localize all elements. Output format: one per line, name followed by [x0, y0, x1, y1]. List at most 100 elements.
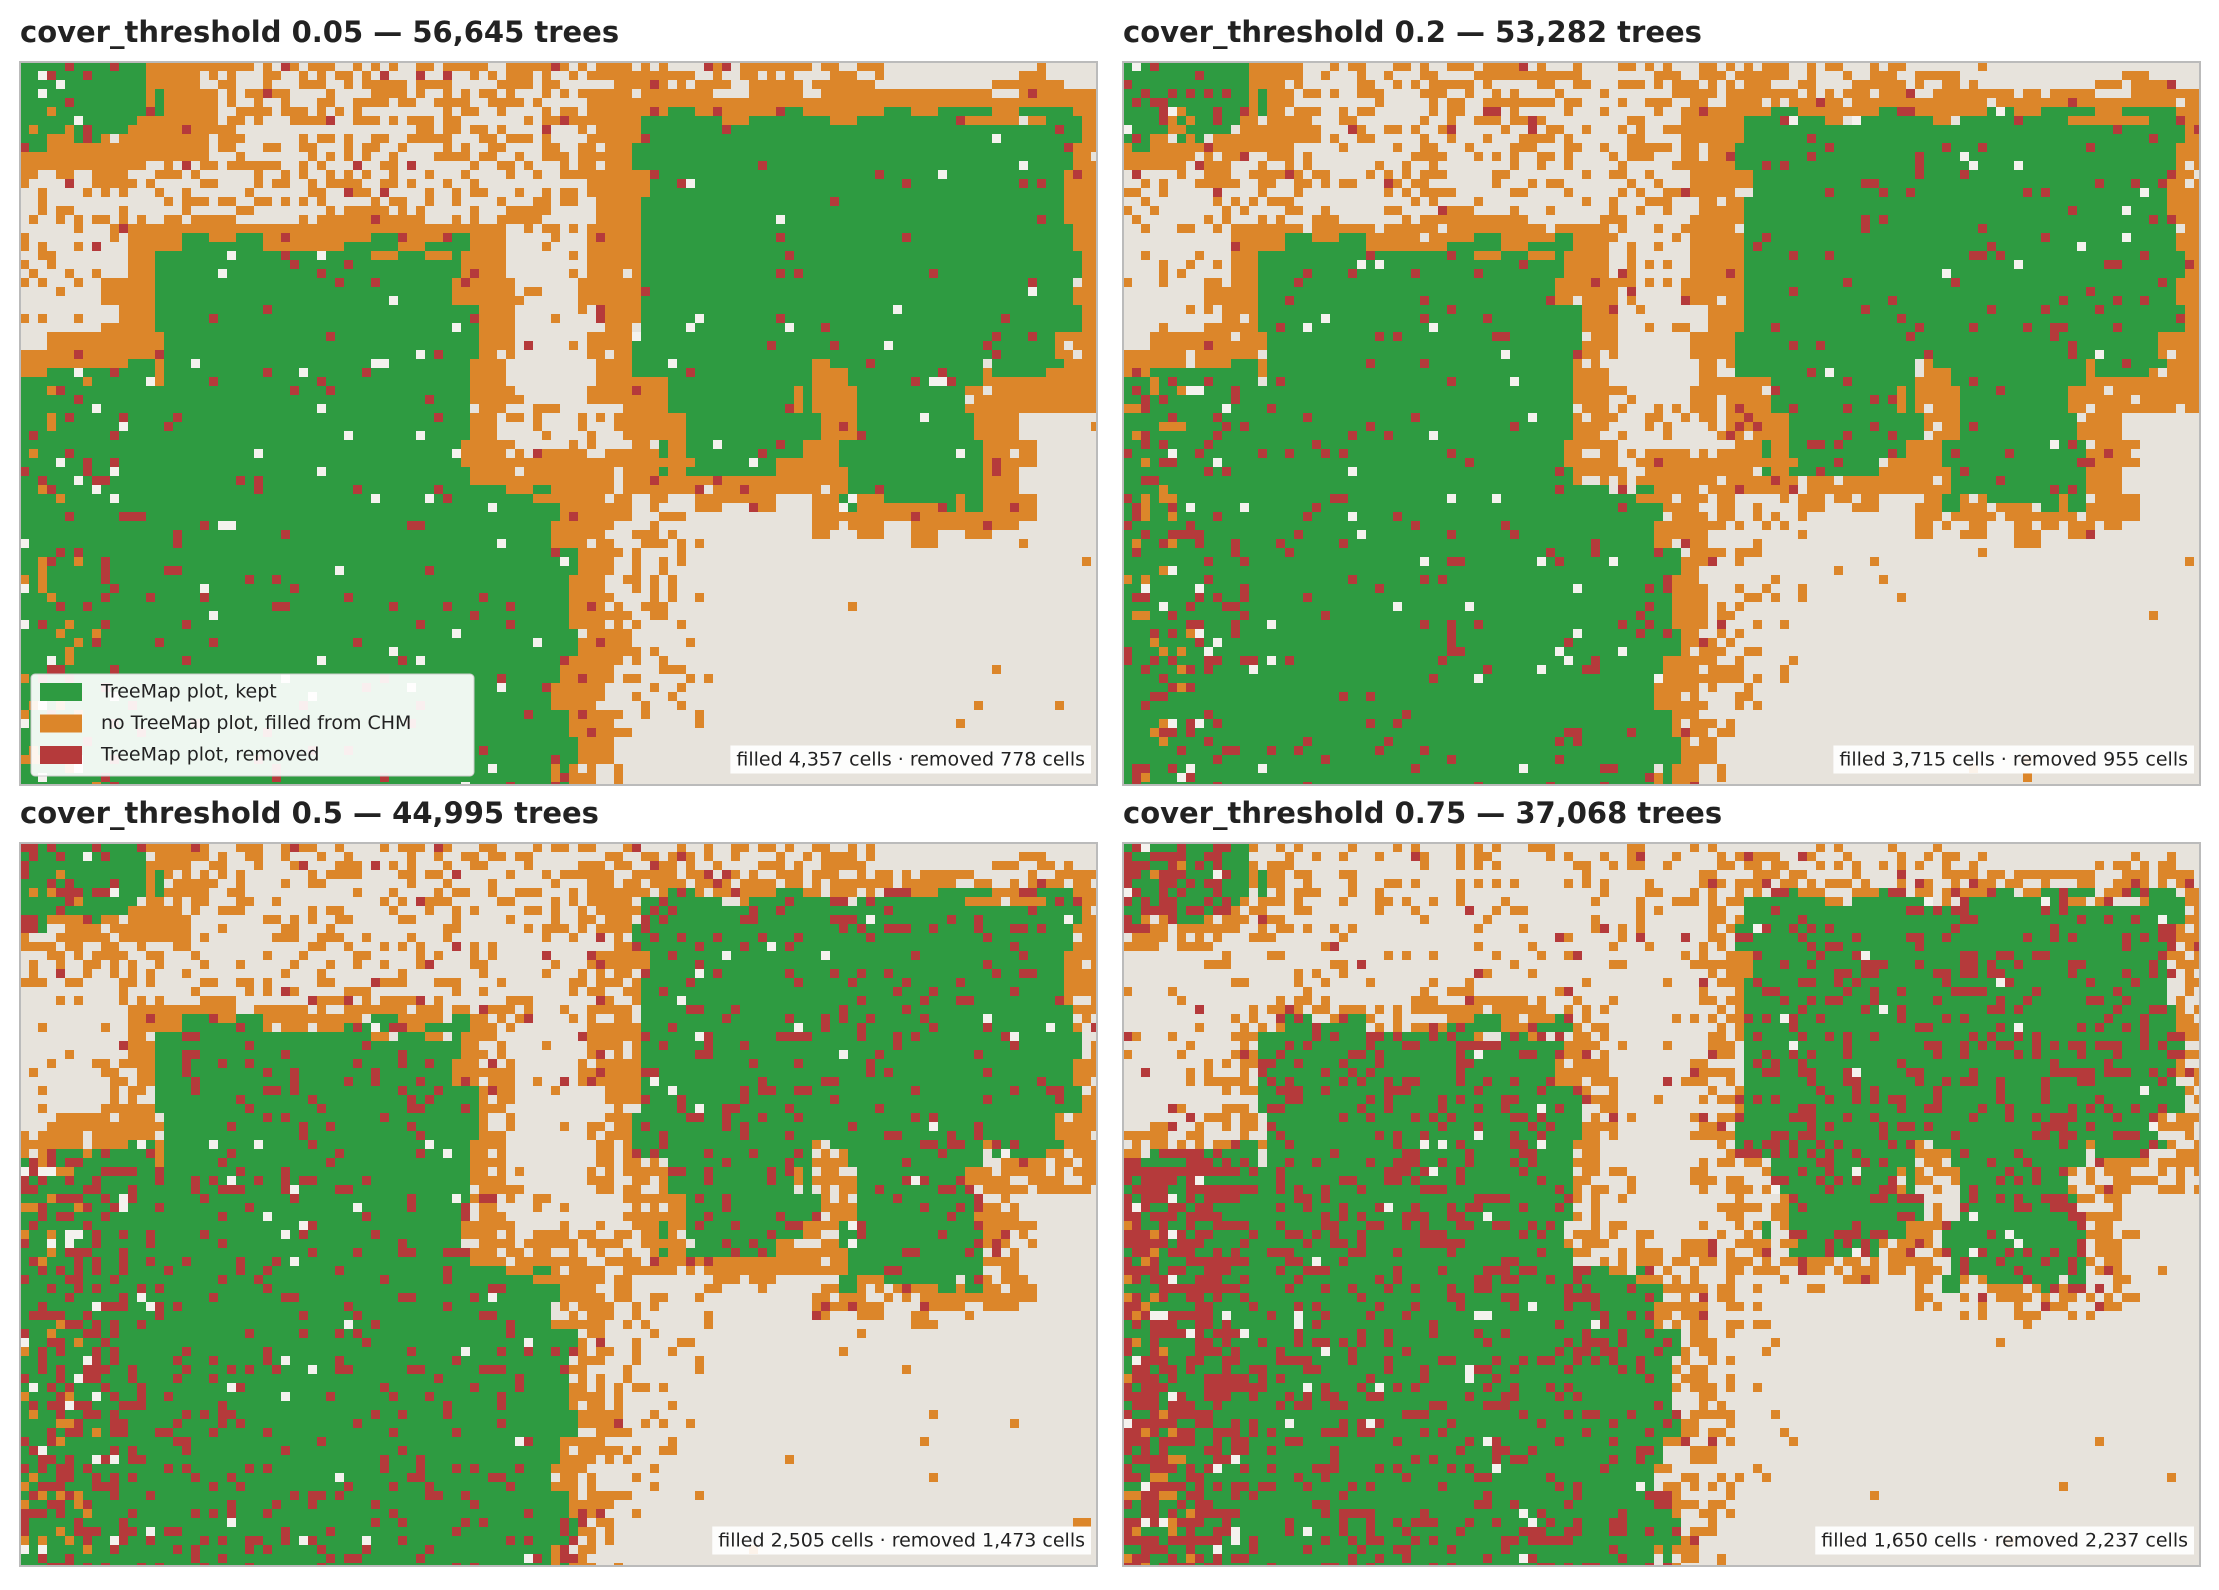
map-cell	[1600, 539, 1654, 548]
map-cell	[524, 1437, 533, 1446]
map-cell	[848, 843, 857, 852]
map-cell	[101, 1194, 110, 1203]
map-cell	[20, 915, 38, 924]
map-cell	[614, 1383, 623, 1392]
map-cell	[1267, 116, 1312, 125]
map-cell	[704, 1311, 713, 1320]
map-cell	[848, 1005, 902, 1014]
map-cell	[389, 1464, 416, 1473]
map-cell	[47, 879, 56, 888]
map-cell	[1073, 942, 1097, 951]
map-cell	[758, 1086, 776, 1095]
map-cell	[650, 584, 659, 593]
map-cell	[164, 1113, 263, 1122]
map-cell	[668, 1041, 704, 1050]
map-cell	[362, 1059, 398, 1068]
map-cell	[20, 852, 29, 861]
map-cell	[407, 134, 452, 143]
map-cell	[38, 476, 47, 485]
map-cell	[1825, 467, 1879, 476]
map-cell	[200, 161, 218, 170]
map-cell	[704, 1104, 722, 1113]
map-cell	[110, 1320, 119, 1329]
map-cell	[1276, 377, 1285, 386]
map-cell	[1204, 287, 1258, 296]
map-cell	[623, 674, 641, 683]
map-cell	[1091, 422, 1097, 431]
map-cell	[776, 233, 785, 242]
map-cell	[1780, 323, 1915, 332]
map-cell	[236, 1149, 335, 1158]
map-cell	[362, 80, 407, 89]
map-cell	[1204, 647, 1213, 656]
map-cell	[722, 62, 731, 71]
map-cell	[209, 638, 218, 647]
map-cell	[902, 978, 911, 987]
map-cell	[173, 1356, 182, 1365]
map-cell	[1474, 197, 1483, 206]
map-cell	[56, 1419, 74, 1428]
map-cell	[200, 933, 209, 942]
map-cell	[1969, 161, 1978, 170]
map-cell	[2185, 116, 2200, 125]
map-cell	[137, 215, 146, 224]
map-cell	[20, 701, 29, 710]
map-cell	[2059, 494, 2068, 503]
map-cell	[398, 1248, 416, 1257]
map-cell	[992, 1095, 1055, 1104]
map-cell	[1339, 692, 1348, 701]
map-cell	[20, 888, 29, 897]
map-cell	[443, 1149, 452, 1158]
map-cell	[1348, 539, 1591, 548]
map-cell	[1807, 152, 1816, 161]
map-cell	[497, 80, 533, 89]
map-cell	[1249, 611, 1321, 620]
map-cell	[776, 1212, 785, 1221]
map-cell	[1402, 215, 1411, 224]
map-cell	[1654, 701, 1708, 710]
map-cell	[1699, 107, 1708, 116]
map-cell	[20, 548, 56, 557]
map-cell	[1402, 602, 1465, 611]
map-cell	[1258, 665, 1483, 674]
map-cell	[1969, 521, 1987, 530]
map-cell	[1933, 89, 2014, 98]
map-cell	[290, 1185, 299, 1194]
map-cell	[677, 996, 686, 1005]
map-cell	[92, 951, 128, 960]
map-cell	[1150, 764, 1168, 773]
map-cell	[524, 341, 533, 350]
map-cell	[146, 62, 254, 71]
map-cell	[938, 987, 1010, 996]
map-cell	[1420, 413, 1528, 422]
map-cell	[308, 879, 326, 888]
map-cell	[128, 233, 182, 242]
map-cell	[38, 89, 47, 98]
map-cell	[56, 80, 65, 89]
map-cell	[965, 1275, 974, 1284]
map-cell	[173, 1464, 182, 1473]
map-cell	[38, 1104, 47, 1113]
map-cell	[47, 1149, 56, 1158]
map-cell	[155, 1239, 218, 1248]
map-cell	[1573, 584, 1582, 593]
map-cell	[686, 1167, 704, 1176]
map-cell	[965, 1176, 1010, 1185]
map-cell	[1213, 458, 1222, 467]
map-cell	[263, 368, 272, 377]
map-cell	[1222, 602, 1240, 611]
map-cell	[1330, 494, 1348, 503]
map-cell	[848, 1302, 857, 1311]
map-cell	[236, 251, 281, 260]
map-cell	[749, 906, 758, 915]
map-cell	[74, 278, 83, 287]
map-cell	[542, 933, 551, 942]
map-cell	[389, 888, 398, 897]
map-cell	[65, 629, 92, 638]
map-cell	[929, 1023, 938, 1032]
map-cell	[1384, 746, 1420, 755]
map-cell	[1663, 773, 1672, 782]
map-cell	[1654, 458, 1663, 467]
map-cell	[218, 852, 227, 861]
map-cell	[119, 1203, 128, 1212]
